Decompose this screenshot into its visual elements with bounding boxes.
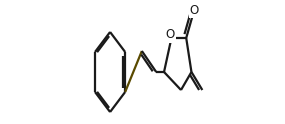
Text: O: O [166, 29, 175, 42]
Text: O: O [190, 3, 199, 16]
